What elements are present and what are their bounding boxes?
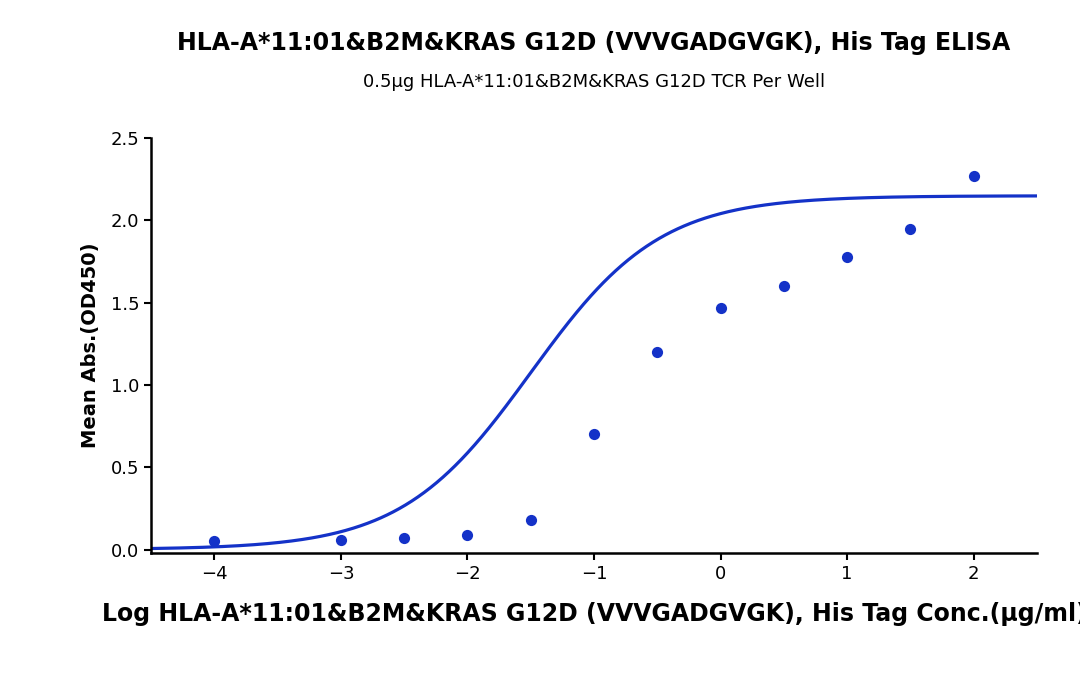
- Text: 0.5μg HLA-A*11:01&B2M&KRAS G12D TCR Per Well: 0.5μg HLA-A*11:01&B2M&KRAS G12D TCR Per …: [363, 73, 825, 91]
- Point: [964, 171, 982, 182]
- Point: [522, 514, 539, 525]
- Point: [775, 281, 793, 292]
- Point: [902, 223, 919, 234]
- Point: [333, 534, 350, 545]
- Point: [585, 429, 603, 440]
- Point: [712, 302, 729, 313]
- Point: [838, 251, 855, 262]
- Text: HLA-A*11:01&B2M&KRAS G12D (VVVGADGVGK), His Tag ELISA: HLA-A*11:01&B2M&KRAS G12D (VVVGADGVGK), …: [177, 31, 1011, 55]
- Point: [649, 347, 666, 358]
- Point: [459, 529, 476, 540]
- Y-axis label: Mean Abs.(OD450): Mean Abs.(OD450): [81, 243, 99, 448]
- Point: [395, 533, 413, 544]
- Point: [206, 536, 224, 547]
- X-axis label: Log HLA-A*11:01&B2M&KRAS G12D (VVVGADGVGK), His Tag Conc.(μg/ml): Log HLA-A*11:01&B2M&KRAS G12D (VVVGADGVG…: [102, 602, 1080, 626]
